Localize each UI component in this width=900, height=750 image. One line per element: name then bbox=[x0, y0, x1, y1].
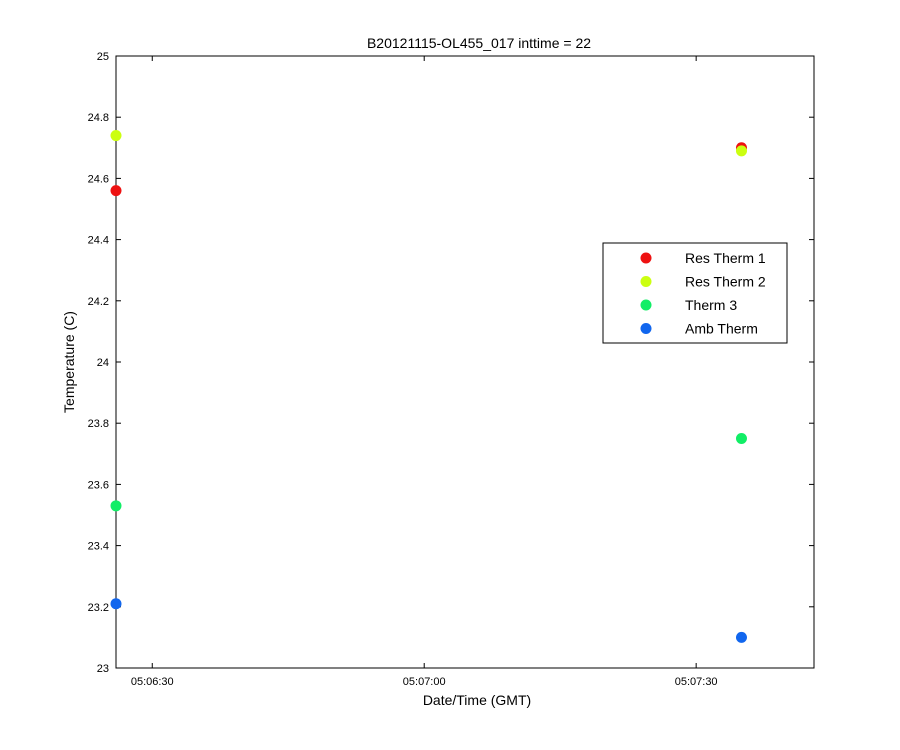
y-tick-label: 23.4 bbox=[88, 541, 109, 553]
x-tick-label: 05:06:30 bbox=[131, 676, 174, 688]
legend-label: Therm 3 bbox=[685, 297, 737, 313]
data-points bbox=[110, 130, 747, 643]
data-point bbox=[735, 433, 747, 444]
legend-marker bbox=[640, 276, 652, 287]
y-tick-label: 24.4 bbox=[88, 235, 109, 247]
y-tick-label: 23 bbox=[97, 663, 109, 675]
legend-marker bbox=[640, 323, 652, 334]
data-point bbox=[110, 500, 122, 512]
chart-title: B20121115-OL455_017 inttime = 22 bbox=[367, 35, 591, 51]
y-tick-label: 24.8 bbox=[88, 112, 109, 124]
y-tick-label: 24.2 bbox=[88, 296, 109, 308]
y-tick-label: 23.6 bbox=[88, 479, 109, 491]
plot-frame bbox=[115, 55, 815, 669]
x-tick-label: 05:07:30 bbox=[675, 676, 718, 688]
x-axis-label: Date/Time (GMT) bbox=[423, 692, 531, 708]
legend-label: Res Therm 2 bbox=[685, 274, 766, 290]
legend: Res Therm 1 Res Therm 2 Therm 3 Amb Therm bbox=[602, 242, 788, 344]
legend-marker bbox=[640, 299, 652, 311]
data-point bbox=[735, 631, 747, 643]
data-point bbox=[110, 598, 122, 610]
y-tick-label: 24.6 bbox=[88, 173, 109, 185]
legend-label: Amb Therm bbox=[685, 321, 758, 337]
y-axis: 23 23.2 23.4 23.6 23.8 24 24.2 24.4 24.6 24.8 25 bbox=[88, 51, 814, 675]
plot-area bbox=[115, 55, 815, 669]
x-axis: 05:06:30 05:07:00 05:07:30 bbox=[131, 56, 718, 688]
data-point bbox=[735, 145, 747, 157]
legend-label: Res Therm 1 bbox=[685, 250, 766, 266]
legend-marker bbox=[640, 252, 652, 264]
data-point bbox=[110, 130, 122, 142]
y-tick-label: 24 bbox=[97, 357, 109, 369]
x-tick-label: 05:07:00 bbox=[403, 676, 446, 688]
y-tick-label: 23.2 bbox=[88, 602, 109, 614]
legend-box bbox=[602, 242, 788, 344]
y-tick-label: 23.8 bbox=[88, 418, 109, 430]
y-tick-label: 25 bbox=[97, 51, 109, 63]
data-point bbox=[110, 185, 122, 197]
y-axis-label: Temperature (C) bbox=[61, 311, 77, 413]
